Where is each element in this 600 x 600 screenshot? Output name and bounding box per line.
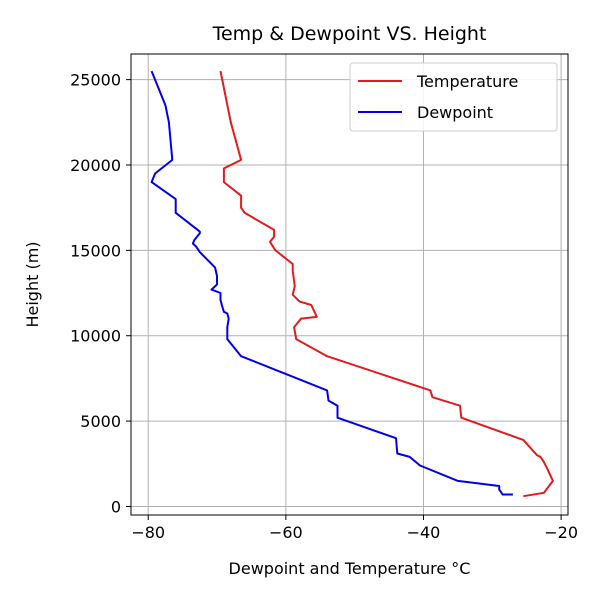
legend-items: Temperature Dewpoint [358,72,518,122]
x-tick-label: −20 [544,523,578,542]
chart-title: Temp & Dewpoint VS. Height [212,23,487,45]
y-tick-label: 0 [111,497,121,516]
series-layer [150,70,554,498]
y-tick-label: 5000 [80,412,121,431]
x-tick-label: −60 [269,523,303,542]
y-axis-label: Height (m) [23,241,42,327]
legend: Temperature Dewpoint [349,62,558,132]
plot-frame [130,53,569,516]
series-line-dewpoint [150,70,513,496]
x-tick-label: −80 [131,523,165,542]
ticks: −80 −60 −40 −20 0 5000 10000 15000 20000 25000 [70,71,578,542]
legend-label-temperature: Temperature [416,72,518,91]
y-tick-label: 15000 [70,241,121,260]
x-axis-label: Dewpoint and Temperature °C [229,559,471,578]
y-tick-label: 25000 [70,71,121,90]
y-tick-label: 20000 [70,156,121,175]
x-tick-label: −40 [407,523,441,542]
legend-label-dewpoint: Dewpoint [417,103,493,122]
y-tick-label: 10000 [70,327,121,346]
series-line-temperature [219,70,554,498]
